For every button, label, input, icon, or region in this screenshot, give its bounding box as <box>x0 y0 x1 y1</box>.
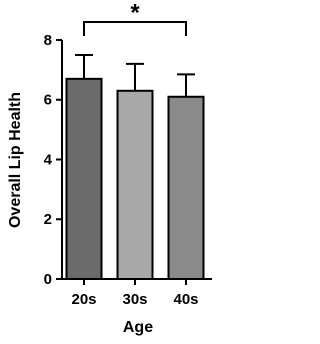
x-axis-label: Age <box>123 319 153 336</box>
x-tick-label: 40s <box>173 291 198 308</box>
error-bar <box>75 53 93 79</box>
y-axis-label: Overall Lip Health <box>7 92 24 228</box>
significance-bracket <box>83 21 187 36</box>
chart: Age Overall Lip Health 0 2 4 6 8 20s 30s 40s * <box>7 0 212 336</box>
significance-label: * <box>130 0 140 26</box>
y-tick-label: 0 <box>44 271 52 288</box>
error-bar <box>177 73 195 97</box>
y-tick-label: 2 <box>44 211 52 228</box>
bar <box>65 77 103 281</box>
x-tick-label: 20s <box>71 291 96 308</box>
error-bar <box>126 62 144 91</box>
bar <box>167 95 205 280</box>
y-tick-label: 8 <box>44 32 52 49</box>
bar <box>116 89 154 280</box>
y-tick-label: 6 <box>44 92 52 109</box>
y-tick-label: 4 <box>44 151 53 168</box>
x-tick-label: 30s <box>122 291 147 308</box>
